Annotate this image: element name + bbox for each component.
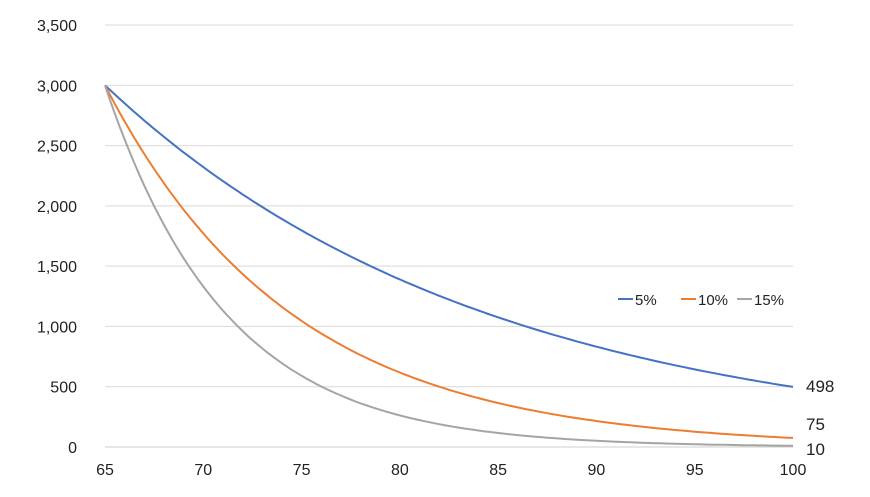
y-tick-label: 1,000 — [37, 319, 77, 336]
y-tick-label: 2,000 — [37, 199, 77, 216]
x-tick-label: 80 — [391, 462, 409, 479]
series-lines — [104, 84, 794, 447]
legend-label: 10% — [698, 292, 728, 309]
x-tick-label: 85 — [489, 462, 507, 479]
y-tick-label: 3,500 — [37, 18, 77, 35]
x-axis-ticks: 65 70 75 80 85 90 95 100 — [96, 462, 806, 479]
y-tick-label: 0 — [68, 440, 77, 457]
series-line-10pct — [104, 84, 794, 439]
x-tick-label: 95 — [686, 462, 704, 479]
series-line-5pct — [104, 84, 794, 388]
end-labels: 498 75 10 — [806, 377, 834, 459]
legend: 5% 10% 15% — [618, 292, 784, 309]
end-value-label: 10 — [806, 440, 825, 459]
gridlines — [105, 24, 793, 448]
end-value-label: 75 — [806, 415, 825, 434]
x-tick-label: 70 — [194, 462, 212, 479]
y-tick-label: 3,000 — [37, 78, 77, 95]
x-tick-label: 100 — [780, 462, 807, 479]
series-line-15pct — [104, 84, 794, 447]
x-tick-label: 75 — [293, 462, 311, 479]
y-axis-ticks: 0 500 1,000 1,500 2,000 2,500 3,000 3,500 — [37, 18, 77, 457]
y-tick-label: 500 — [50, 380, 77, 397]
end-value-label: 498 — [806, 377, 834, 396]
y-tick-label: 2,500 — [37, 139, 77, 156]
legend-label: 5% — [635, 292, 657, 309]
legend-label: 15% — [754, 292, 784, 309]
x-tick-label: 65 — [96, 462, 114, 479]
y-tick-label: 1,500 — [37, 259, 77, 276]
x-tick-label: 90 — [588, 462, 606, 479]
